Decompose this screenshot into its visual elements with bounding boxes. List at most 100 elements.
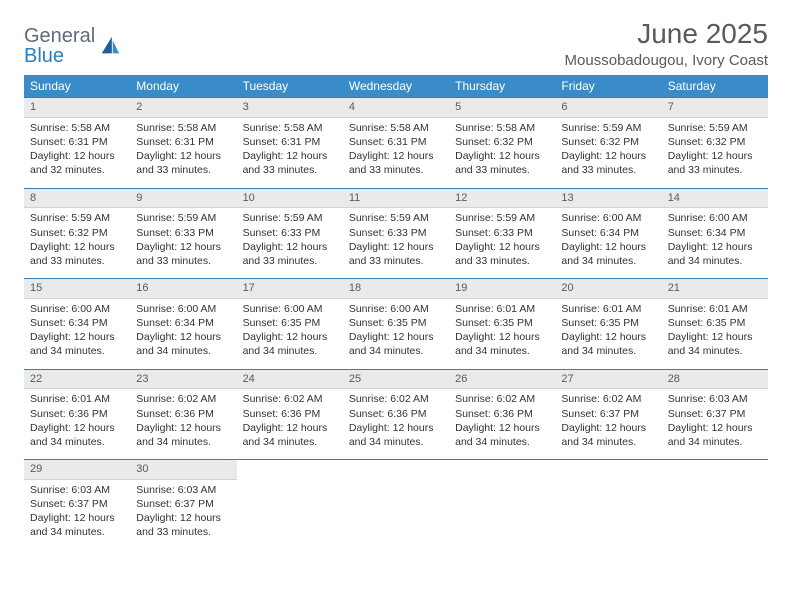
daylight-line: Daylight: 12 hours and 34 minutes.	[136, 330, 230, 358]
sunset-line: Sunset: 6:35 PM	[668, 316, 762, 330]
day-data-cell: Sunrise: 6:01 AMSunset: 6:35 PMDaylight:…	[662, 298, 768, 369]
day-data-cell: Sunrise: 5:59 AMSunset: 6:33 PMDaylight:…	[343, 208, 449, 279]
day-data-cell: Sunrise: 5:59 AMSunset: 6:33 PMDaylight:…	[130, 208, 236, 279]
sunrise-line: Sunrise: 6:01 AM	[561, 302, 655, 316]
day-number-cell: 14	[662, 188, 768, 208]
day-data-cell: Sunrise: 5:59 AMSunset: 6:32 PMDaylight:…	[555, 117, 661, 188]
day-number-cell: 19	[449, 279, 555, 299]
day-number-cell: 12	[449, 188, 555, 208]
day-number-cell	[237, 460, 343, 480]
day-number-cell: 9	[130, 188, 236, 208]
daylight-line: Daylight: 12 hours and 34 minutes.	[561, 240, 655, 268]
sunrise-line: Sunrise: 6:01 AM	[30, 392, 124, 406]
day-number-cell: 30	[130, 460, 236, 480]
sunrise-line: Sunrise: 6:03 AM	[30, 483, 124, 497]
day-data-cell: Sunrise: 6:01 AMSunset: 6:36 PMDaylight:…	[24, 389, 130, 460]
daylight-line: Daylight: 12 hours and 34 minutes.	[668, 330, 762, 358]
day-number-cell: 25	[343, 369, 449, 389]
logo: General Blue	[24, 26, 121, 66]
daylight-line: Daylight: 12 hours and 33 minutes.	[136, 149, 230, 177]
day-number-cell: 27	[555, 369, 661, 389]
day-number-cell: 21	[662, 279, 768, 299]
weekday-header: Saturday	[662, 75, 768, 98]
day-number-cell: 13	[555, 188, 661, 208]
sunrise-line: Sunrise: 5:58 AM	[243, 121, 337, 135]
day-number-cell: 20	[555, 279, 661, 299]
sunset-line: Sunset: 6:32 PM	[561, 135, 655, 149]
sunrise-line: Sunrise: 5:58 AM	[455, 121, 549, 135]
weekday-header: Friday	[555, 75, 661, 98]
sunset-line: Sunset: 6:36 PM	[455, 407, 549, 421]
day-number-row: 1234567	[24, 98, 768, 118]
day-number-cell: 17	[237, 279, 343, 299]
day-data-cell: Sunrise: 5:58 AMSunset: 6:31 PMDaylight:…	[24, 117, 130, 188]
sunrise-line: Sunrise: 6:00 AM	[349, 302, 443, 316]
day-data-row: Sunrise: 6:01 AMSunset: 6:36 PMDaylight:…	[24, 389, 768, 460]
sunrise-line: Sunrise: 6:00 AM	[30, 302, 124, 316]
day-data-cell: Sunrise: 6:02 AMSunset: 6:37 PMDaylight:…	[555, 389, 661, 460]
day-data-cell: Sunrise: 6:00 AMSunset: 6:35 PMDaylight:…	[237, 298, 343, 369]
day-data-row: Sunrise: 6:03 AMSunset: 6:37 PMDaylight:…	[24, 479, 768, 549]
sunrise-line: Sunrise: 5:59 AM	[349, 211, 443, 225]
day-number-cell: 18	[343, 279, 449, 299]
sunset-line: Sunset: 6:34 PM	[668, 226, 762, 240]
logo-text-2: Blue	[24, 45, 64, 67]
sunset-line: Sunset: 6:37 PM	[136, 497, 230, 511]
day-data-cell	[662, 479, 768, 549]
daylight-line: Daylight: 12 hours and 34 minutes.	[30, 421, 124, 449]
sunset-line: Sunset: 6:33 PM	[455, 226, 549, 240]
weekday-header: Monday	[130, 75, 236, 98]
day-data-cell: Sunrise: 6:00 AMSunset: 6:34 PMDaylight:…	[662, 208, 768, 279]
page-title: June 2025	[565, 18, 768, 50]
day-data-cell: Sunrise: 6:02 AMSunset: 6:36 PMDaylight:…	[343, 389, 449, 460]
day-data-cell	[555, 479, 661, 549]
weekday-header-row: Sunday Monday Tuesday Wednesday Thursday…	[24, 75, 768, 98]
sunrise-line: Sunrise: 5:59 AM	[136, 211, 230, 225]
daylight-line: Daylight: 12 hours and 33 minutes.	[561, 149, 655, 177]
day-data-cell: Sunrise: 6:03 AMSunset: 6:37 PMDaylight:…	[662, 389, 768, 460]
sunset-line: Sunset: 6:31 PM	[30, 135, 124, 149]
heading: June 2025 Moussobadougou, Ivory Coast	[565, 18, 768, 69]
day-data-cell: Sunrise: 5:59 AMSunset: 6:33 PMDaylight:…	[449, 208, 555, 279]
weekday-header: Sunday	[24, 75, 130, 98]
day-number-cell: 5	[449, 98, 555, 118]
day-data-cell: Sunrise: 6:02 AMSunset: 6:36 PMDaylight:…	[449, 389, 555, 460]
daylight-line: Daylight: 12 hours and 34 minutes.	[668, 240, 762, 268]
day-number-cell: 4	[343, 98, 449, 118]
day-number-row: 15161718192021	[24, 279, 768, 299]
day-number-cell: 8	[24, 188, 130, 208]
day-number-row: 2930	[24, 460, 768, 480]
sunset-line: Sunset: 6:35 PM	[243, 316, 337, 330]
sunrise-line: Sunrise: 6:01 AM	[455, 302, 549, 316]
day-data-cell: Sunrise: 6:02 AMSunset: 6:36 PMDaylight:…	[237, 389, 343, 460]
sunset-line: Sunset: 6:36 PM	[30, 407, 124, 421]
day-data-cell: Sunrise: 6:00 AMSunset: 6:34 PMDaylight:…	[130, 298, 236, 369]
day-number-cell: 28	[662, 369, 768, 389]
logo-text-1: General	[24, 25, 95, 47]
sunset-line: Sunset: 6:36 PM	[349, 407, 443, 421]
daylight-line: Daylight: 12 hours and 34 minutes.	[668, 421, 762, 449]
sunset-line: Sunset: 6:32 PM	[455, 135, 549, 149]
sunrise-line: Sunrise: 6:02 AM	[561, 392, 655, 406]
day-number-cell: 23	[130, 369, 236, 389]
sunset-line: Sunset: 6:34 PM	[136, 316, 230, 330]
weekday-header: Wednesday	[343, 75, 449, 98]
sunset-line: Sunset: 6:31 PM	[136, 135, 230, 149]
day-number-row: 22232425262728	[24, 369, 768, 389]
day-number-cell	[449, 460, 555, 480]
day-data-cell: Sunrise: 6:01 AMSunset: 6:35 PMDaylight:…	[555, 298, 661, 369]
sunrise-line: Sunrise: 5:58 AM	[136, 121, 230, 135]
day-number-cell: 26	[449, 369, 555, 389]
day-data-row: Sunrise: 6:00 AMSunset: 6:34 PMDaylight:…	[24, 298, 768, 369]
sunrise-line: Sunrise: 5:59 AM	[455, 211, 549, 225]
weekday-header: Tuesday	[237, 75, 343, 98]
day-data-cell: Sunrise: 5:58 AMSunset: 6:31 PMDaylight:…	[237, 117, 343, 188]
day-number-cell	[555, 460, 661, 480]
daylight-line: Daylight: 12 hours and 34 minutes.	[349, 330, 443, 358]
day-data-cell	[449, 479, 555, 549]
day-data-cell: Sunrise: 5:58 AMSunset: 6:31 PMDaylight:…	[130, 117, 236, 188]
day-number-cell: 1	[24, 98, 130, 118]
daylight-line: Daylight: 12 hours and 32 minutes.	[30, 149, 124, 177]
day-data-cell: Sunrise: 5:59 AMSunset: 6:32 PMDaylight:…	[24, 208, 130, 279]
daylight-line: Daylight: 12 hours and 33 minutes.	[349, 240, 443, 268]
